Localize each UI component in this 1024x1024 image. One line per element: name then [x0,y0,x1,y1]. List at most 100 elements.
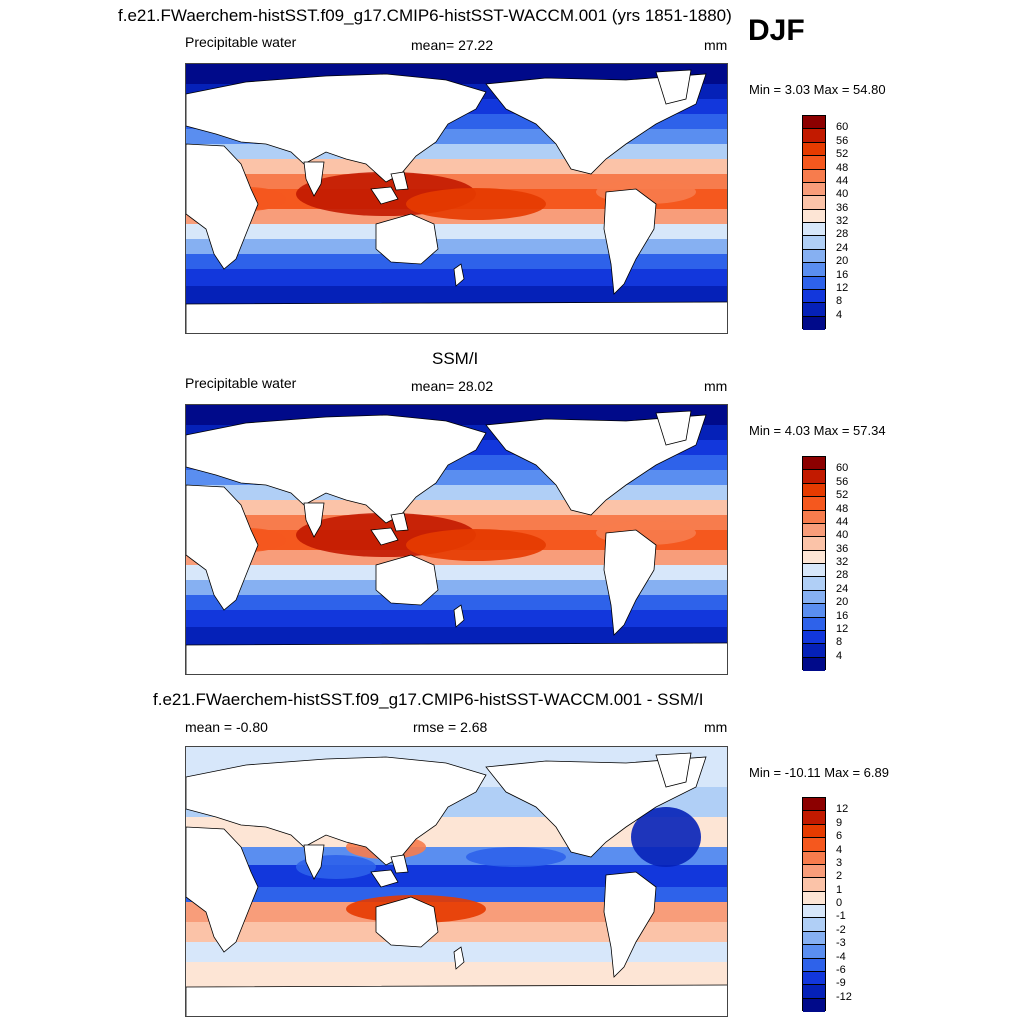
colorbar-swatch [803,811,825,825]
colorbar-tick-label: 16 [836,609,849,622]
colorbar-swatch [803,931,825,946]
land-outline [375,896,439,948]
colorbar-tick-label: 3 [836,856,843,869]
colorbar-swatch [803,223,825,237]
land-outline [186,984,727,1016]
land-outline [186,143,259,270]
colorbar-swatch [803,838,825,852]
colorbar-swatch [803,236,825,250]
colorbar-swatch [803,998,825,1012]
colorbar-swatch [803,316,825,330]
panel-3-title: f.e21.FWaerchem-histSST.f09_g17.CMIP6-hi… [153,690,704,709]
land-outline [186,642,727,674]
field-band [186,887,727,902]
colorbar-tick-label: 56 [836,475,849,488]
colorbar-tick-label: 4 [836,308,843,321]
colorbar-tick-label: 40 [836,188,849,201]
colorbar-tick-label: 16 [836,268,849,281]
colorbar-tick-label: 52 [836,489,849,502]
colorbar-swatch [803,644,825,658]
land-outline [603,529,657,636]
field-feature [406,188,546,220]
colorbar-tick-label: 32 [836,215,849,227]
colorbar-swatch [803,249,825,264]
colorbar-swatch [803,289,825,304]
land-outline [485,756,707,858]
colorbar-tick-label: 52 [836,148,849,161]
map-canvas [186,747,727,1016]
land-outline [453,604,465,628]
colorbar-tick-label: 28 [836,228,849,241]
season-label: DJF [748,14,805,47]
colorbar-swatch [803,905,825,919]
colorbar-swatch [803,457,825,471]
colorbar-swatch [803,564,825,578]
field-band [186,565,727,580]
colorbar-tick-label: 4 [836,843,843,856]
panel-1-variable-label: Precipitable water [185,34,297,50]
field-band [186,627,727,645]
panel-1-title: f.e21.FWaerchem-histSST.f09_g17.CMIP6-hi… [118,6,732,25]
colorbar-tick-label: 4 [836,649,843,662]
panel-2-variable-label: Precipitable water [185,375,297,391]
panel-3-units: mm [704,719,728,735]
colorbar-tick-label: 44 [836,515,849,528]
colorbar-tick-label: 60 [836,121,849,134]
colorbar-swatch [803,196,825,210]
field-band [186,159,727,174]
panel-1-min-max: Min = 3.03 Max = 54.80 [749,82,886,97]
colorbar-tick-label: 32 [836,556,849,568]
colorbar-swatch [803,985,825,999]
colorbar-swatch [803,263,825,277]
land-outline [370,854,409,888]
land-outline [453,263,465,287]
colorbar-swatch [803,470,825,484]
colorbar-swatch [803,657,825,671]
land-outline [370,512,409,546]
panel-3-map [185,746,728,1017]
panel-1-units: mm [704,37,728,53]
colorbar-swatch [803,798,825,812]
land-outline [186,301,727,333]
colorbar-tick-label: 40 [836,529,849,542]
panel-2-min-max: Min = 4.03 Max = 57.34 [749,423,886,438]
colorbar-tick-label: -9 [836,977,846,990]
land-outline [655,69,692,105]
colorbar-swatch [803,590,825,605]
colorbar-tick-label: 12 [836,803,849,816]
land-outline [303,844,325,880]
panel-2-title: SSM/I [432,349,479,368]
colorbar-tick-label: 24 [836,241,849,254]
colorbar-tick-label: 36 [836,542,849,555]
land-outline [370,171,409,205]
colorbar-swatch [803,617,825,631]
field-band [186,239,727,254]
colorbar-swatch [803,824,825,839]
field-band [186,922,727,942]
map-canvas [186,405,727,674]
field-feature [631,807,701,867]
land-outline [303,502,325,538]
field-band [186,500,727,515]
colorbar-swatch [803,851,825,865]
colorbar-swatch [803,276,825,290]
panel-2-units: mm [704,378,728,394]
colorbar-tick-label: 48 [836,161,849,174]
colorbar-tick-label: 36 [836,201,849,214]
colorbar-tick-label: 9 [836,816,843,829]
panel-3-colorbar [802,797,826,1012]
colorbar-tick-label: -6 [836,963,846,976]
colorbar-swatch [803,918,825,932]
field-band [186,224,727,239]
field-band [186,254,727,269]
colorbar-tick-label: 60 [836,462,849,475]
land-outline [603,188,657,295]
colorbar-swatch [803,878,825,892]
colorbar-tick-label: -3 [836,937,846,950]
field-band [186,286,727,304]
colorbar-swatch [803,142,825,157]
panel-1-map [185,63,728,334]
colorbar-tick-label: -2 [836,923,846,936]
colorbar-tick-label: 12 [836,622,849,635]
field-band [186,144,727,159]
